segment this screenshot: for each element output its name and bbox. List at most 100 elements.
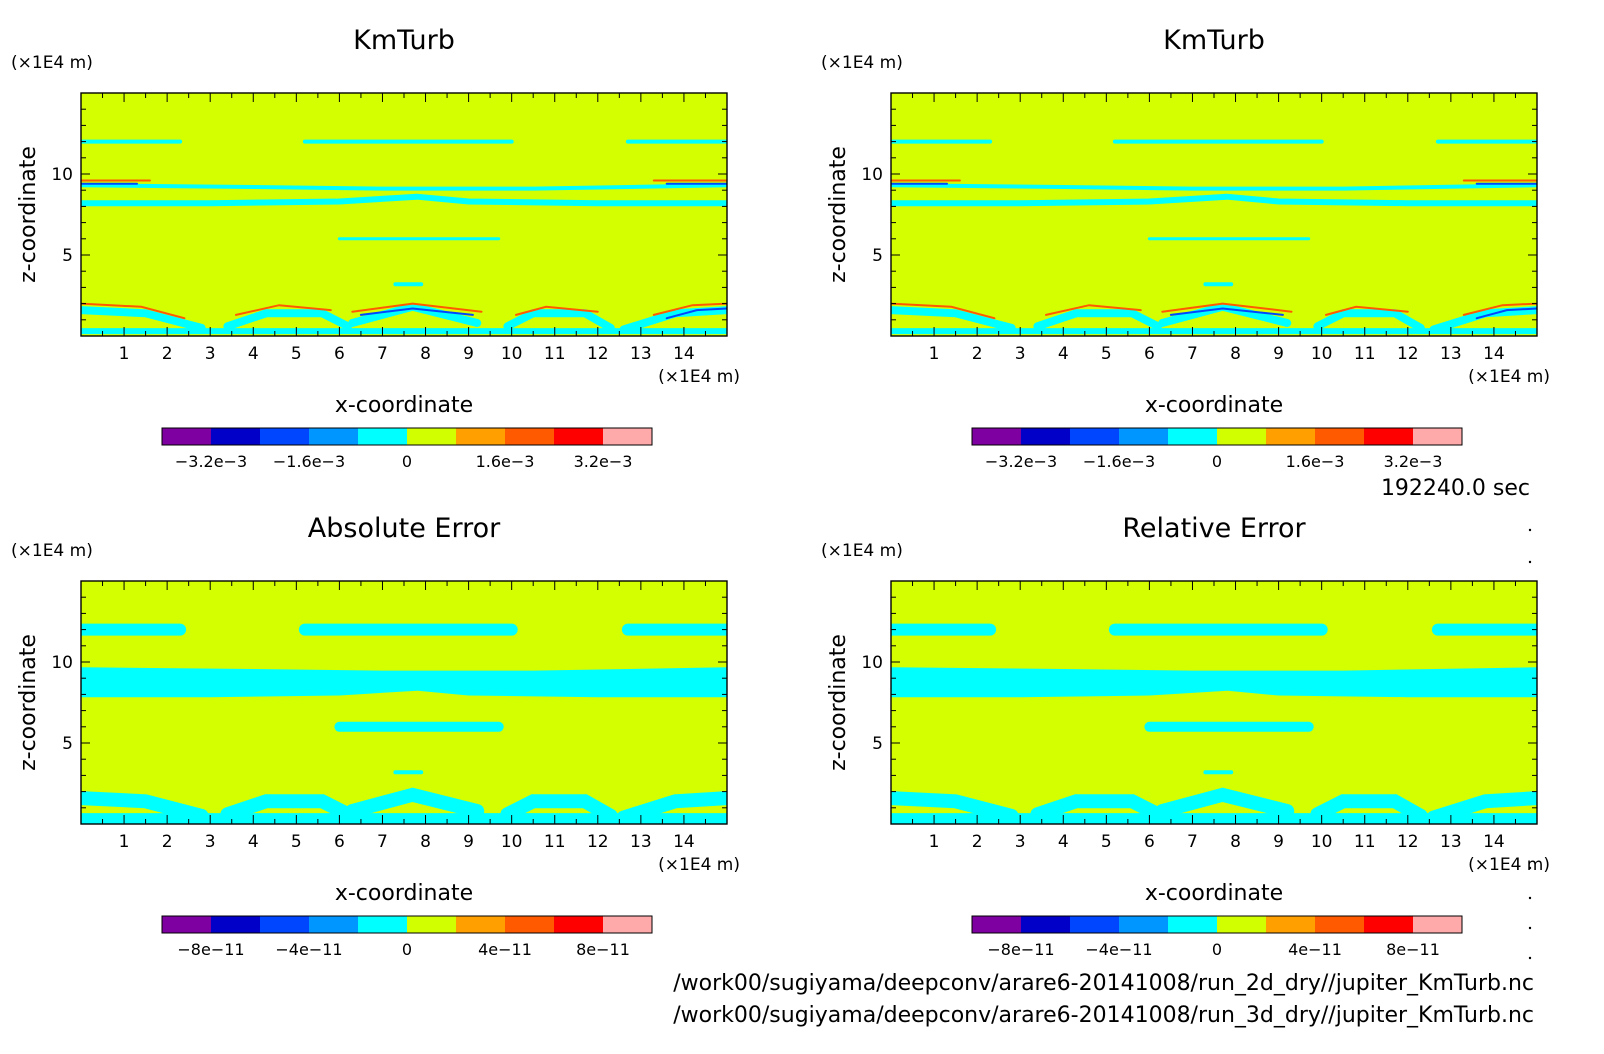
x-tick-label: 4 — [1058, 832, 1069, 852]
x-tick-label: 13 — [630, 832, 652, 852]
x-tick-label: 1 — [929, 832, 940, 852]
colorbar-swatch — [1021, 428, 1070, 445]
x-tick-label: 5 — [1101, 832, 1112, 852]
colorbar-swatch — [260, 428, 309, 445]
colorbar-tick-label: −3.2e−3 — [985, 452, 1057, 471]
colorbar-swatch — [309, 916, 358, 933]
x-unit-label: (×1E4 m) — [1468, 367, 1550, 387]
colorbar-tick-label: −1.6e−3 — [273, 452, 345, 471]
y-unit-label: (×1E4 m) — [11, 541, 93, 561]
colorbar-swatch — [211, 916, 260, 933]
colorbar: −8e−11 −4e−11 0 4e−11 8e−11 — [161, 915, 653, 959]
colorbar-swatch — [1070, 916, 1119, 933]
colorbar-swatch — [603, 916, 652, 933]
x-tick-label: 10 — [1311, 832, 1333, 852]
colorbar-tick-label: 0 — [1212, 940, 1222, 959]
x-tick-label: 5 — [291, 832, 302, 852]
chart-panel: Absolute Error(×1E4 m)1 2 3 4 5 6 7 8 9 10 11 12 13 1… — [11, 513, 740, 959]
x-tick-label: 5 — [291, 344, 302, 364]
x-tick-label: 3 — [1015, 344, 1026, 364]
x-tick-label: 13 — [1440, 344, 1462, 364]
colorbar-swatch — [358, 916, 407, 933]
x-axis-label: x-coordinate — [335, 881, 473, 906]
colorbar-swatch — [554, 428, 603, 445]
chart-panel: KmTurb(×1E4 m)1 2 3 4 5 6 7 8 9 10 11 12 13 14510(×1E… — [11, 25, 740, 471]
x-tick-label: 12 — [1397, 832, 1419, 852]
colorbar-tick-label: −8e−11 — [987, 940, 1054, 959]
y-unit-label: (×1E4 m) — [821, 53, 903, 73]
colorbar-tick-label: 4e−11 — [478, 940, 532, 959]
x-unit-label: (×1E4 m) — [1468, 855, 1550, 875]
y-tick-label: 5 — [872, 246, 883, 266]
colorbar-swatch — [972, 428, 1021, 445]
colorbar-swatch — [554, 916, 603, 933]
colorbar-tick-label: −3.2e−3 — [175, 452, 247, 471]
colorbar-swatch — [1217, 428, 1266, 445]
colorbar: −8e−11 −4e−11 0 4e−11 8e−11 — [971, 915, 1463, 959]
colorbar-swatch — [162, 428, 211, 445]
y-unit-label: (×1E4 m) — [11, 53, 93, 73]
y-axis-label: z-coordinate — [16, 634, 41, 771]
x-tick-label: 12 — [1397, 344, 1419, 364]
y-tick-label: 10 — [861, 653, 883, 673]
x-tick-label: 2 — [162, 832, 173, 852]
colorbar-tick-label: −4e−11 — [275, 940, 342, 959]
x-tick-label: 6 — [1144, 832, 1155, 852]
x-tick-label: 9 — [463, 344, 474, 364]
x-tick-label: 1 — [119, 344, 130, 364]
colorbar-swatch — [1364, 916, 1413, 933]
colorbar-swatch — [211, 428, 260, 445]
colorbar-swatch — [1266, 916, 1315, 933]
x-tick-label: 11 — [544, 344, 566, 364]
colorbar: −3.2e−3 −1.6e−3 0 1.6e−3 3.2e−3 — [971, 427, 1463, 471]
x-tick-label: 10 — [1311, 344, 1333, 364]
x-tick-label: 8 — [1230, 832, 1241, 852]
colorbar-swatch — [1070, 428, 1119, 445]
colorbar-tick-label: −8e−11 — [177, 940, 244, 959]
x-tick-label: 10 — [501, 832, 523, 852]
x-tick-label: 9 — [1273, 344, 1284, 364]
colorbar-swatch — [1413, 428, 1462, 445]
colorbar-swatch — [1217, 916, 1266, 933]
colorbar-swatch — [1168, 916, 1217, 933]
colorbar-swatch — [505, 428, 554, 445]
x-tick-label: 8 — [420, 344, 431, 364]
chart-title: KmTurb — [1163, 25, 1265, 56]
colorbar-swatch — [1315, 916, 1364, 933]
colorbar-tick-label: 0 — [402, 940, 412, 959]
colorbar-swatch — [1021, 916, 1070, 933]
x-tick-label: 7 — [377, 832, 388, 852]
y-axis-label: z-coordinate — [826, 146, 851, 283]
x-tick-label: 12 — [587, 832, 609, 852]
file-path-line: /work00/sugiyama/deepconv/arare6-2014100… — [673, 971, 1534, 996]
x-tick-label: 2 — [972, 344, 983, 364]
x-tick-label: 7 — [1187, 832, 1198, 852]
x-tick-label: 3 — [1015, 832, 1026, 852]
x-tick-label: 3 — [205, 344, 216, 364]
colorbar-tick-label: −4e−11 — [1085, 940, 1152, 959]
x-tick-label: 7 — [377, 344, 388, 364]
colorbar-swatch — [162, 916, 211, 933]
file-path-line: /work00/sugiyama/deepconv/arare6-2014100… — [673, 1003, 1534, 1028]
plot-area — [81, 581, 727, 824]
x-tick-label: 11 — [1354, 344, 1376, 364]
y-tick-label: 10 — [51, 653, 73, 673]
x-tick-label: 9 — [463, 832, 474, 852]
x-tick-label: 13 — [630, 344, 652, 364]
colorbar-tick-label: 1.6e−3 — [1286, 452, 1345, 471]
chart-title: Relative Error — [1122, 513, 1306, 544]
x-tick-label: 8 — [1230, 344, 1241, 364]
colorbar-swatch — [1413, 916, 1462, 933]
colorbar-tick-label: 4e−11 — [1288, 940, 1342, 959]
colorbar-tick-label: 0 — [402, 452, 412, 471]
x-axis-label: x-coordinate — [1145, 393, 1283, 418]
x-tick-label: 11 — [1354, 832, 1376, 852]
chart-panel: KmTurb(×1E4 m)1 2 3 4 5 6 7 8 9 10 11 12 13 14510(×1E… — [821, 25, 1550, 471]
y-unit-label: (×1E4 m) — [821, 541, 903, 561]
colorbar-tick-label: 3.2e−3 — [574, 452, 633, 471]
x-tick-label: 11 — [544, 832, 566, 852]
chart-title: Absolute Error — [308, 513, 501, 544]
x-tick-label: 6 — [1144, 344, 1155, 364]
colorbar-swatch — [456, 916, 505, 933]
